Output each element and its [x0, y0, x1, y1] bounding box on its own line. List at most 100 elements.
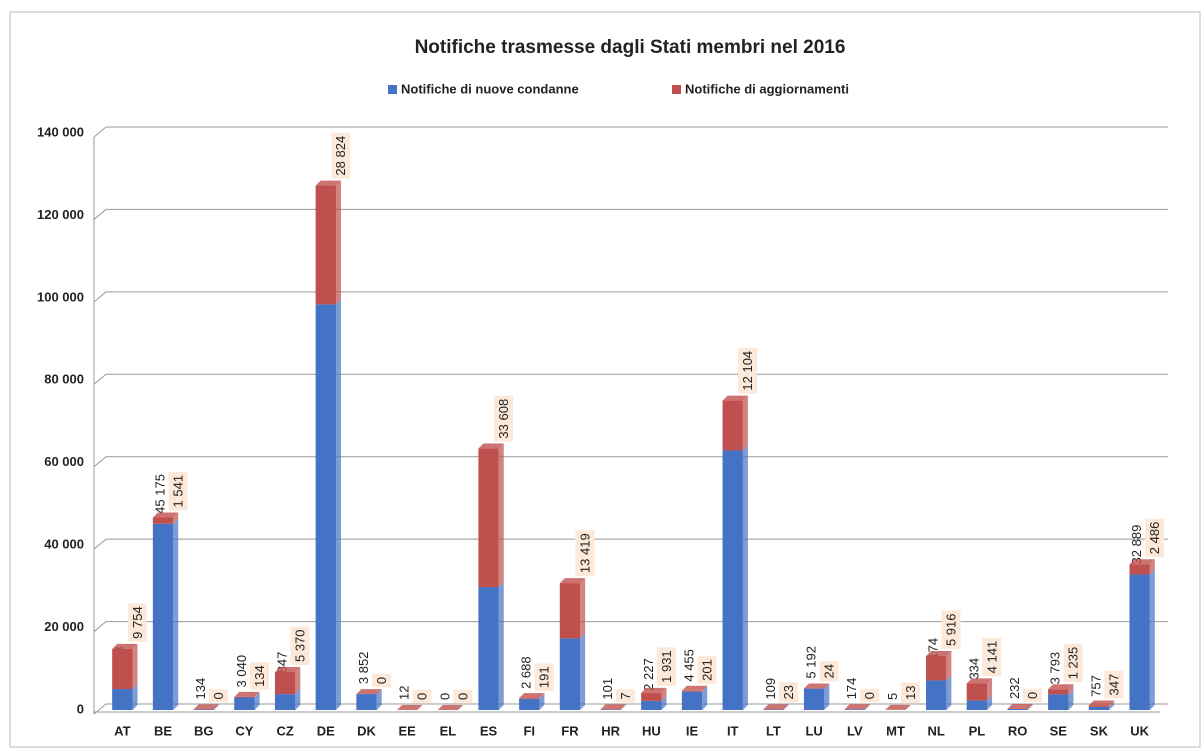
bar-segment: [1088, 705, 1110, 707]
bar-side: [1068, 689, 1074, 710]
x-tick-label: ES: [480, 723, 498, 738]
grid-line: [93, 456, 1168, 468]
bar-side: [987, 695, 993, 710]
bar-top: [559, 578, 586, 584]
data-label: 0: [1025, 692, 1040, 699]
chart-title: Notifiche trasmesse dagli Stati membri n…: [415, 37, 846, 58]
bar-segment: [152, 523, 174, 710]
y-tick-label: 40 000: [44, 537, 84, 552]
bar-top: [681, 685, 708, 691]
x-tick-label: IE: [686, 723, 699, 738]
bar-side: [498, 582, 504, 710]
data-label-bg: [982, 637, 1002, 677]
bar-top: [885, 704, 911, 710]
data-label-bg: [941, 610, 961, 650]
grid-line: [93, 291, 1168, 303]
legend-swatch: [672, 85, 681, 94]
data-label-bg: [900, 682, 920, 703]
data-label-bg: [453, 689, 473, 703]
bar-side: [661, 695, 667, 710]
bar-side: [213, 704, 219, 710]
bar-top: [763, 704, 789, 710]
bar-segment: [681, 690, 703, 692]
bar-segment: [722, 400, 743, 451]
bar-side: [376, 689, 382, 710]
bar-segment: [722, 450, 743, 710]
bar-side: [824, 683, 830, 689]
data-label-bg: [575, 530, 595, 577]
bar-side: [1149, 569, 1155, 710]
data-label-bg: [656, 647, 676, 686]
bar-side: [580, 578, 586, 639]
bar-top: [356, 689, 382, 695]
data-label: 33 608: [496, 399, 511, 439]
bar-segment: [234, 697, 255, 710]
data-label: 2 688: [519, 656, 534, 689]
x-tick-label: HR: [601, 723, 620, 738]
x-tick-label: UK: [1130, 723, 1149, 738]
bar-top: [844, 704, 870, 710]
data-label-bg: [290, 626, 310, 666]
bar-segment: [1048, 694, 1069, 710]
bar-top: [112, 643, 138, 649]
bar-segment: [112, 648, 133, 690]
x-tick-label: LT: [766, 723, 781, 738]
data-label-bg: [331, 132, 351, 179]
data-label: 0: [455, 693, 470, 700]
bar-segment: [234, 696, 255, 698]
bar-top: [1088, 700, 1115, 706]
x-tick-label: IT: [727, 723, 739, 738]
bar-side: [335, 180, 341, 305]
bar-segment: [478, 448, 499, 588]
bar-side: [620, 704, 626, 710]
bar-side: [824, 683, 830, 710]
bar-side: [1109, 700, 1115, 707]
data-label: 0: [415, 693, 430, 700]
data-label: 12 104: [740, 351, 755, 391]
x-tick-label: EL: [440, 723, 457, 738]
bar-segment: [519, 698, 540, 699]
x-tick-label: NL: [928, 723, 945, 738]
bar-side: [498, 443, 504, 588]
bar-top: [641, 687, 667, 693]
data-label: 757: [1088, 675, 1103, 697]
bar-side: [905, 704, 911, 710]
bar-side: [254, 691, 260, 698]
bar-segment: [274, 694, 296, 710]
legend-label: Notifiche di aggiornamenti: [685, 81, 849, 96]
x-tick-label: RO: [1008, 723, 1028, 738]
data-label: 28 824: [333, 136, 348, 176]
x-tick-label: MT: [886, 723, 905, 738]
bar-side: [742, 395, 748, 451]
data-label: 23: [781, 685, 796, 699]
data-label: 2 227: [641, 658, 656, 691]
bar-segment: [966, 683, 988, 701]
data-label: 3 793: [1048, 652, 1063, 685]
data-label: 5 370: [293, 629, 308, 662]
data-label: 201: [699, 659, 714, 681]
bar-side: [864, 704, 870, 710]
x-tick-label: SK: [1090, 723, 1109, 738]
bar-segment: [803, 688, 825, 710]
data-label-bg: [412, 689, 432, 703]
bar-side: [173, 512, 179, 524]
bar-side: [580, 633, 586, 710]
data-label: 232: [1007, 677, 1022, 699]
grid-line: [93, 621, 1168, 632]
data-label: 191: [537, 666, 552, 688]
data-label-bg: [1145, 518, 1165, 558]
data-label-bg: [738, 347, 758, 394]
bar-side: [742, 445, 748, 710]
grid-line: [93, 126, 1168, 138]
data-label-bg: [819, 661, 839, 682]
data-label: 0: [437, 693, 452, 700]
x-tick-label: FR: [561, 723, 579, 738]
bar-segment: [641, 700, 662, 710]
y-tick-label: 100 000: [37, 289, 84, 304]
data-label-bg: [127, 603, 147, 642]
bar-side: [132, 684, 138, 710]
bar-segment: [559, 638, 581, 710]
data-label-bg: [534, 663, 554, 692]
bar-top: [966, 678, 993, 684]
